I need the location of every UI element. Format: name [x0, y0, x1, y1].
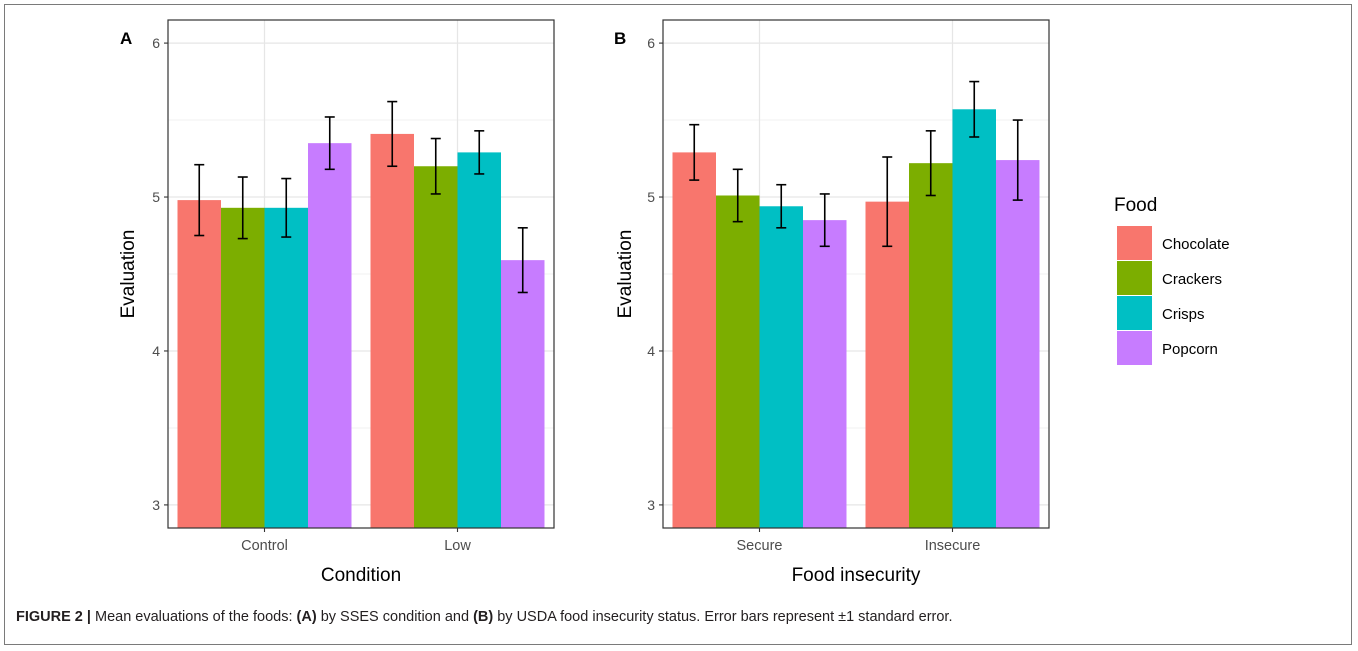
panel-b-bar-crisps: [952, 109, 996, 528]
caption-text-3: by USDA food insecurity status. Error ba…: [497, 609, 953, 625]
panel-b-y-tick-label: 4: [647, 343, 655, 359]
panel-a-x-tick-label: Low: [444, 538, 471, 554]
caption-text-2: by SSES condition and: [320, 609, 470, 625]
panel-a-x-axis-title: Condition: [321, 565, 401, 586]
panel-b-bar-crackers: [716, 195, 760, 528]
legend-swatch-popcorn: [1117, 331, 1152, 365]
caption-figure-label: FIGURE 2: [16, 609, 83, 625]
figure-frame: [4, 4, 1352, 645]
panel-b-border: [662, 19, 1050, 529]
legend-title: Food: [1114, 195, 1157, 216]
figure-caption: FIGURE 2 | Mean evaluations of the foods…: [16, 609, 1336, 625]
panel-a-y-tick-label: 3: [152, 497, 160, 513]
panel-a-bar-crackers: [414, 166, 458, 528]
legend-label-crackers: Crackers: [1162, 271, 1222, 288]
panel-b-y-tick-label: 3: [647, 497, 655, 513]
legend-label-chocolate: Chocolate: [1162, 236, 1230, 253]
panel-a-y-tick-label: 6: [152, 35, 160, 51]
figure-chart: 3 4 5 6 Control Low Condition Evaluation A 3 4 5 6 Se…: [118, 19, 1230, 586]
panel-b-x-axis-title: Food insecurity: [792, 565, 921, 586]
caption-label-a: (A): [296, 609, 317, 625]
panel-b-bar-crisps: [759, 206, 803, 528]
panel-a-bar-chocolate: [370, 133, 414, 528]
caption-text-1: Mean evaluations of the foods:: [95, 609, 293, 625]
panel-a-y-tick-label: 4: [152, 343, 160, 359]
panel-a-bar-popcorn: [308, 143, 352, 528]
panel-a-x-tick-label: Control: [241, 538, 288, 554]
legend-swatch-chocolate: [1117, 226, 1152, 260]
panel-b-y-tick-label: 5: [647, 189, 655, 205]
panel-b-x-tick-label: Secure: [737, 538, 783, 554]
panel-b-y-tick-label: 6: [647, 35, 655, 51]
panel-a-label: A: [120, 29, 132, 48]
panel-a-y-tick-label: 5: [152, 189, 160, 205]
panel-a-bar-popcorn: [501, 260, 545, 528]
legend-label-crisps: Crisps: [1162, 306, 1205, 323]
panel-b-y-axis-title: Evaluation: [615, 230, 636, 319]
panel-b-bar-chocolate: [672, 152, 716, 528]
panel-b-bar-popcorn: [803, 220, 847, 528]
panel-a-border: [167, 19, 555, 529]
caption-separator: |: [86, 609, 91, 625]
legend-label-popcorn: Popcorn: [1162, 341, 1218, 358]
caption-label-b: (B): [473, 609, 494, 625]
panel-b-bar-chocolate: [865, 201, 909, 528]
panel-b-x-tick-label: Insecure: [925, 538, 981, 554]
panel-a-bar-crackers: [221, 207, 265, 528]
panel-b-bar-crackers: [909, 163, 953, 528]
panel-a-bar-chocolate: [177, 200, 221, 529]
panel-a-bar-crisps: [264, 207, 308, 528]
panel-b-bar-popcorn: [996, 160, 1040, 529]
legend-swatch-crisps: [1117, 296, 1152, 330]
panel-a-y-axis-title: Evaluation: [118, 230, 139, 319]
legend-swatch-crackers: [1117, 261, 1152, 295]
panel-b-label: B: [614, 29, 626, 48]
panel-a-bar-crisps: [457, 152, 501, 528]
